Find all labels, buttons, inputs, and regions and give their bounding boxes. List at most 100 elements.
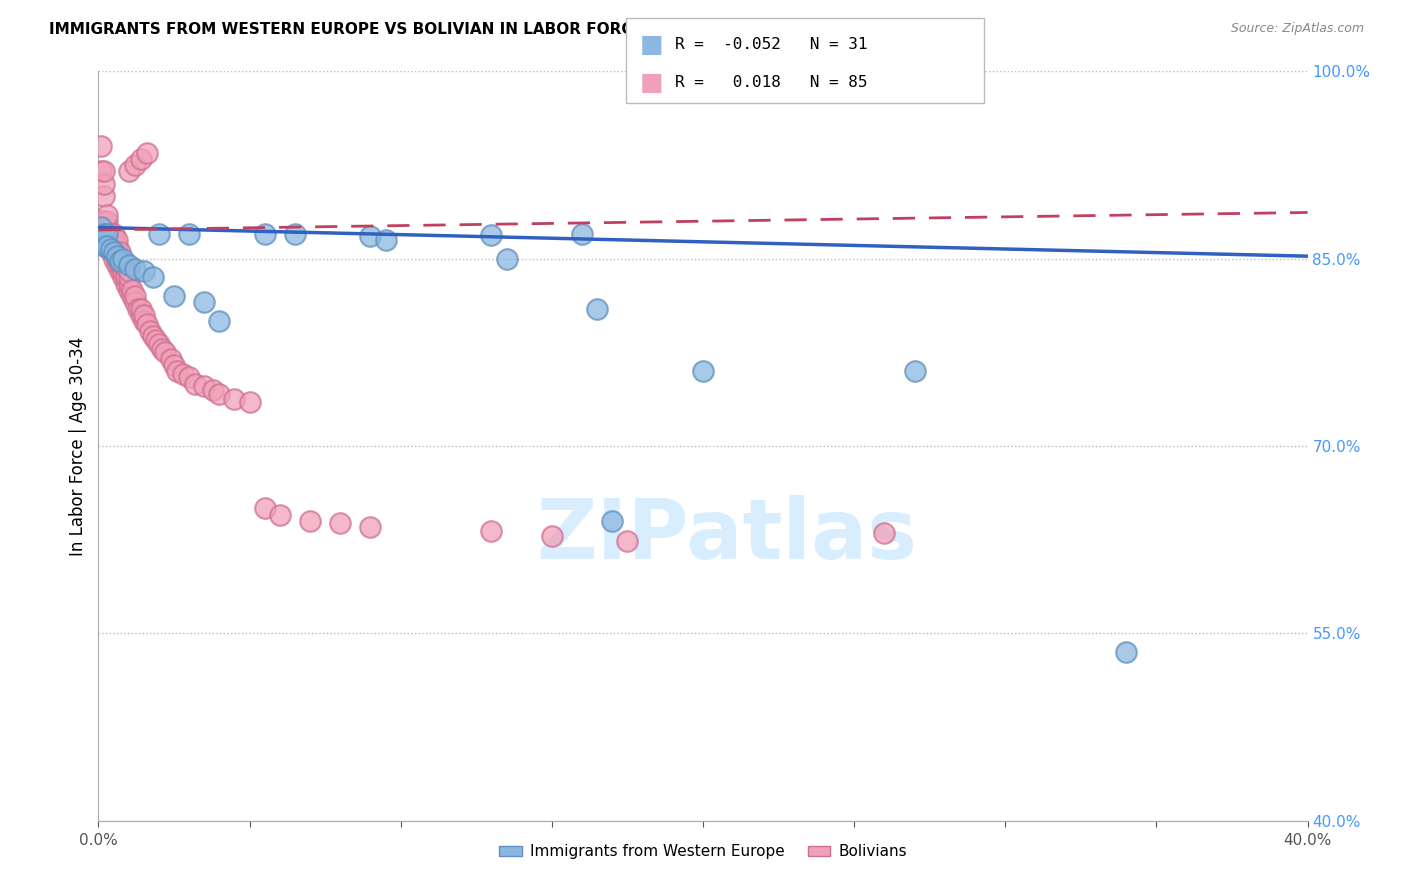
Point [96, 233, 118, 247]
Point [118, 258, 141, 272]
Point [96, 239, 118, 253]
Text: R =  -0.052   N = 31: R = -0.052 N = 31 [675, 37, 868, 52]
Point [103, 239, 125, 253]
Point [571, 227, 593, 241]
Point [93, 239, 115, 253]
Point [105, 239, 128, 253]
Point [329, 516, 352, 531]
Point [108, 254, 131, 268]
Point [108, 252, 131, 266]
Point [93, 227, 115, 241]
Point [121, 283, 143, 297]
Point [90, 214, 112, 228]
Point [193, 295, 215, 310]
Point [142, 270, 165, 285]
Point [692, 364, 714, 378]
Point [105, 249, 128, 263]
Point [148, 227, 170, 241]
Point [129, 152, 152, 166]
Point [90, 220, 112, 235]
Point [145, 333, 167, 347]
Text: ■: ■ [640, 33, 664, 56]
Point [132, 314, 155, 328]
Text: IMMIGRANTS FROM WESTERN EUROPE VS BOLIVIAN IN LABOR FORCE | AGE 30-34 CORRELATIO: IMMIGRANTS FROM WESTERN EUROPE VS BOLIVI… [49, 22, 936, 38]
Text: R =   0.018   N = 85: R = 0.018 N = 85 [675, 76, 868, 90]
Point [96, 214, 118, 228]
Point [127, 301, 149, 316]
Point [139, 324, 162, 338]
Point [118, 283, 141, 297]
Point [118, 270, 141, 285]
Point [142, 329, 165, 343]
Point [93, 164, 115, 178]
Point [179, 227, 201, 241]
Point [118, 164, 141, 178]
Point [184, 376, 207, 391]
Point [103, 245, 125, 260]
Point [111, 258, 134, 272]
Point [299, 514, 322, 528]
Text: ■: ■ [640, 71, 664, 95]
Point [132, 308, 155, 322]
Point [481, 227, 503, 242]
Text: Source: ZipAtlas.com: Source: ZipAtlas.com [1230, 22, 1364, 36]
Point [93, 220, 115, 235]
Point [239, 395, 262, 409]
Point [96, 208, 118, 222]
Point [114, 277, 136, 291]
Point [96, 220, 118, 235]
Point [129, 308, 152, 322]
Point [93, 214, 115, 228]
Point [129, 301, 152, 316]
Point [166, 364, 188, 378]
Point [135, 145, 157, 160]
Point [873, 526, 896, 541]
Point [93, 177, 115, 191]
Point [163, 289, 186, 303]
Point [105, 258, 128, 272]
Point [253, 227, 276, 241]
Point [153, 345, 176, 359]
Point [208, 386, 231, 401]
Point [172, 367, 194, 381]
Legend: Immigrants from Western Europe, Bolivians: Immigrants from Western Europe, Bolivian… [494, 838, 912, 865]
Point [481, 524, 503, 538]
Point [150, 342, 173, 356]
Point [124, 261, 146, 276]
Point [124, 289, 146, 303]
Point [124, 158, 146, 172]
Point [111, 264, 134, 278]
Point [100, 242, 122, 256]
Point [103, 227, 125, 241]
Point [132, 264, 155, 278]
Point [100, 239, 122, 253]
Point [284, 227, 307, 241]
Point [540, 529, 562, 543]
Point [135, 317, 157, 331]
Point [360, 520, 382, 534]
Point [90, 139, 112, 153]
Point [103, 252, 125, 266]
Point [90, 227, 112, 241]
Point [105, 233, 128, 247]
Point [904, 364, 927, 378]
Point [96, 227, 118, 241]
Point [374, 233, 396, 247]
Point [495, 252, 517, 266]
Point [1115, 645, 1137, 659]
Point [124, 295, 146, 310]
Point [224, 392, 246, 406]
Point [118, 277, 141, 291]
Point [96, 239, 118, 253]
Point [103, 245, 125, 260]
Point [360, 229, 382, 244]
Point [108, 245, 131, 260]
Point [179, 370, 201, 384]
Point [90, 164, 112, 178]
Point [103, 233, 125, 247]
Point [208, 314, 231, 328]
Text: ZIPatlas: ZIPatlas [537, 495, 918, 576]
Point [111, 270, 134, 285]
Point [121, 289, 143, 303]
Point [118, 264, 141, 278]
